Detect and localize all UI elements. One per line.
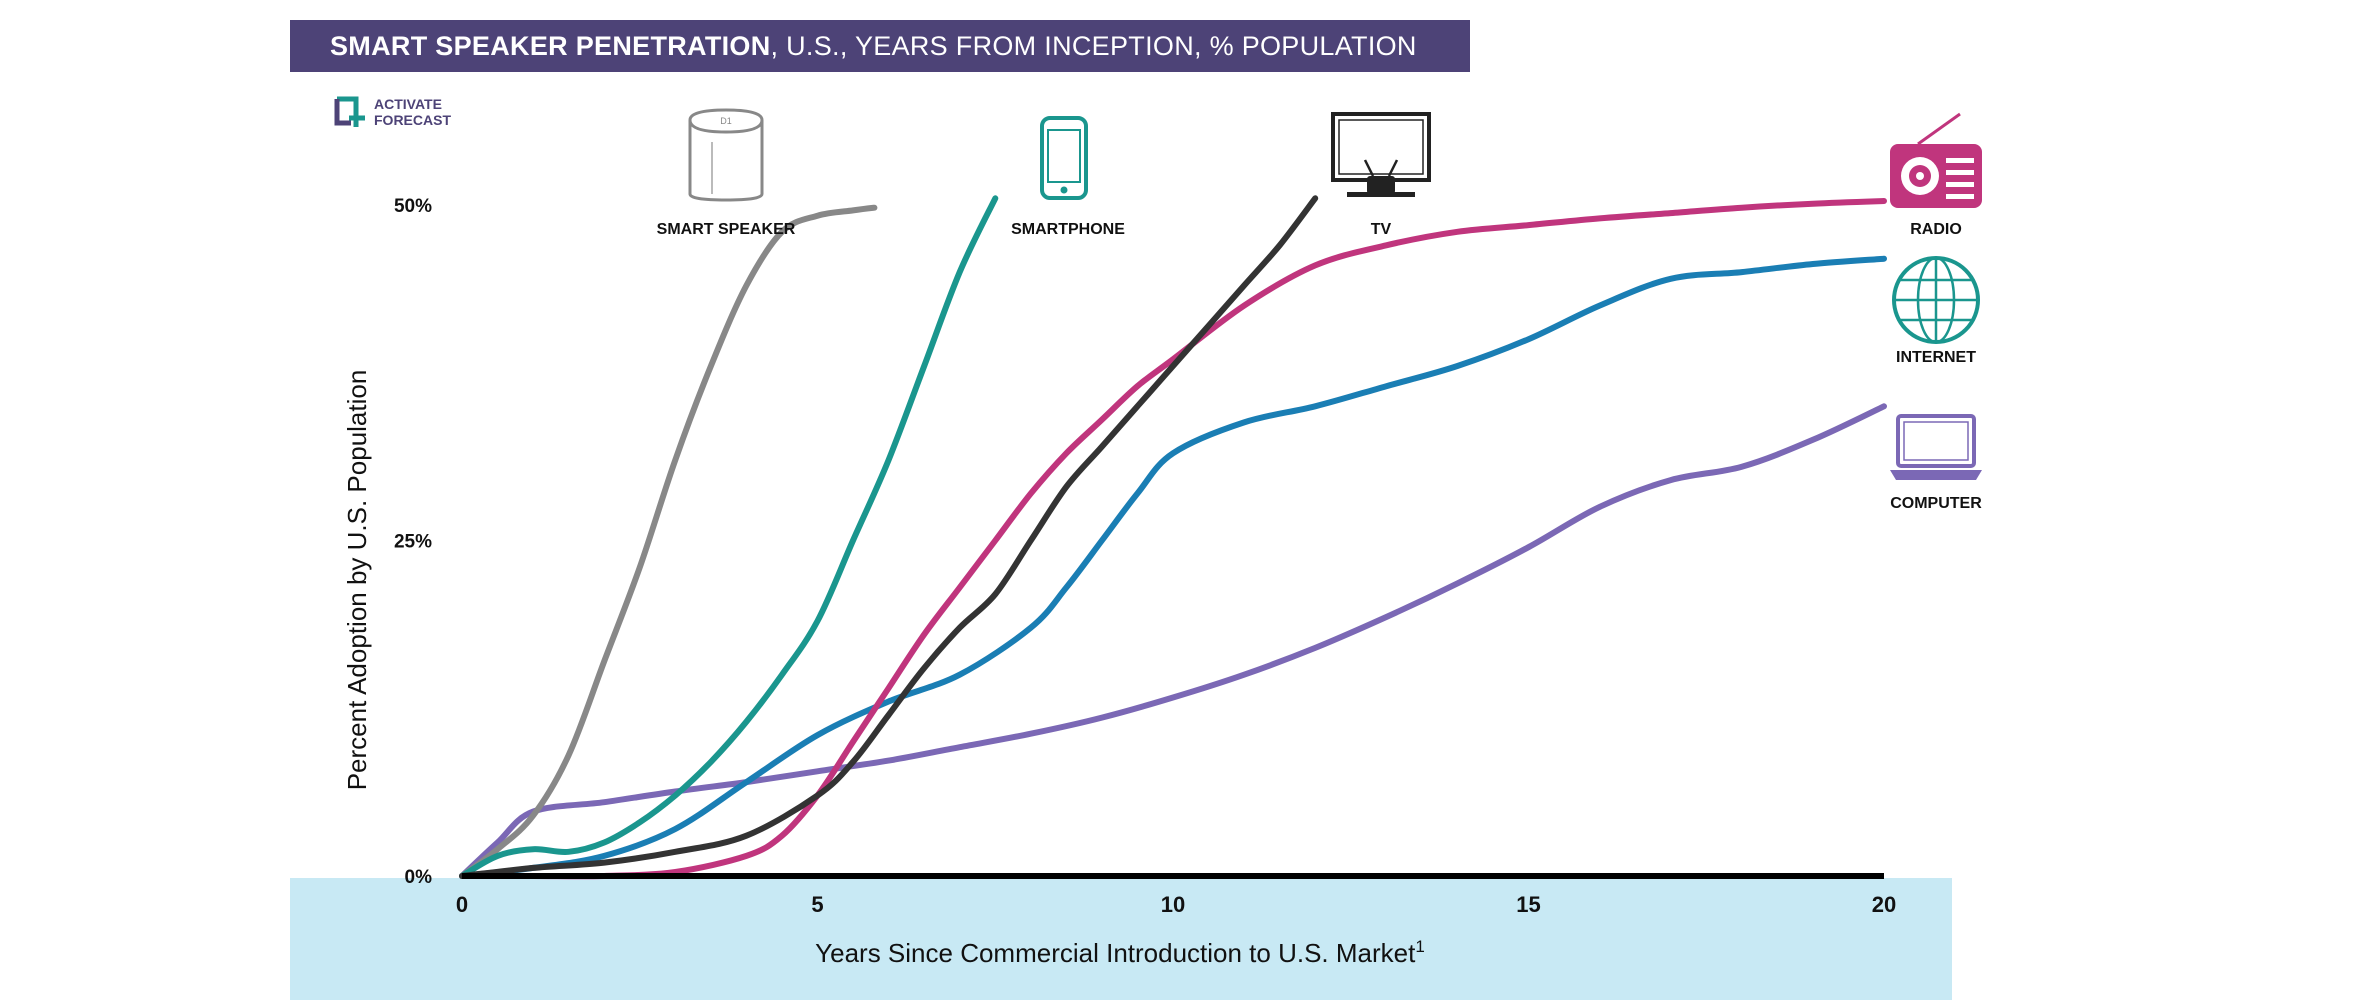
svg-text:D1: D1 — [720, 116, 732, 126]
label-tv: TV — [1371, 221, 1392, 238]
label-smartphone: SMARTPHONE — [1011, 221, 1125, 238]
label-computer: COMPUTER — [1890, 495, 1982, 512]
y-axis-title: Percent Adoption by U.S. Population — [342, 370, 372, 791]
series-line-smartphone — [459, 195, 999, 879]
logo-line-1: ACTIVATE — [374, 96, 442, 112]
y-tick-label-50pct: 50% — [394, 196, 432, 217]
x-axis-title-footnote: 1 — [1415, 937, 1424, 956]
label-smart-speaker: SMART SPEAKER — [657, 221, 796, 238]
series-line-tv — [459, 195, 1319, 879]
smart-speaker-icon: D1 — [688, 108, 764, 202]
x-tick-label-10: 10 — [1161, 892, 1185, 917]
radio-icon — [1890, 112, 1982, 208]
series-line-internet — [459, 255, 1887, 879]
activate-forecast-logo: ACTIVATE FORECAST — [334, 92, 474, 142]
smartphone-icon — [1040, 116, 1088, 200]
series-lines — [459, 195, 1887, 880]
activate-logo-icon — [334, 96, 365, 127]
axis-ticks: 0 5 10 15 20 0% 25% 50% — [394, 196, 1896, 917]
y-tick-label-0pct: 0% — [405, 867, 433, 888]
x-tick-label-0: 0 — [456, 892, 468, 917]
label-internet: INTERNET — [1896, 349, 1976, 366]
x-axis-band — [290, 878, 1952, 1000]
tv-icon — [1331, 112, 1431, 197]
x-tick-label-15: 15 — [1516, 892, 1540, 917]
series-line-radio — [459, 198, 1887, 880]
chart-title: SMART SPEAKER PENETRATION, U.S., YEARS F… — [290, 20, 1470, 72]
globe-icon — [1892, 256, 1980, 344]
series-line-smart-speaker — [459, 204, 878, 879]
x-axis-title: Years Since Commercial Introduction to U… — [815, 937, 1425, 968]
chart-title-rest: , U.S., YEARS FROM INCEPTION, % POPULATI… — [770, 31, 1417, 61]
chart-title-bold: SMART SPEAKER PENETRATION — [330, 31, 771, 61]
series-line-computer — [459, 403, 1887, 879]
x-axis-title-text: Years Since Commercial Introduction to U… — [815, 938, 1416, 968]
x-tick-label-20: 20 — [1872, 892, 1896, 917]
laptop-icon — [1890, 414, 1982, 480]
x-tick-label-5: 5 — [811, 892, 823, 917]
logo-line-2: FORECAST — [374, 112, 451, 128]
label-radio: RADIO — [1910, 221, 1962, 238]
y-tick-label-25pct: 25% — [394, 532, 432, 553]
